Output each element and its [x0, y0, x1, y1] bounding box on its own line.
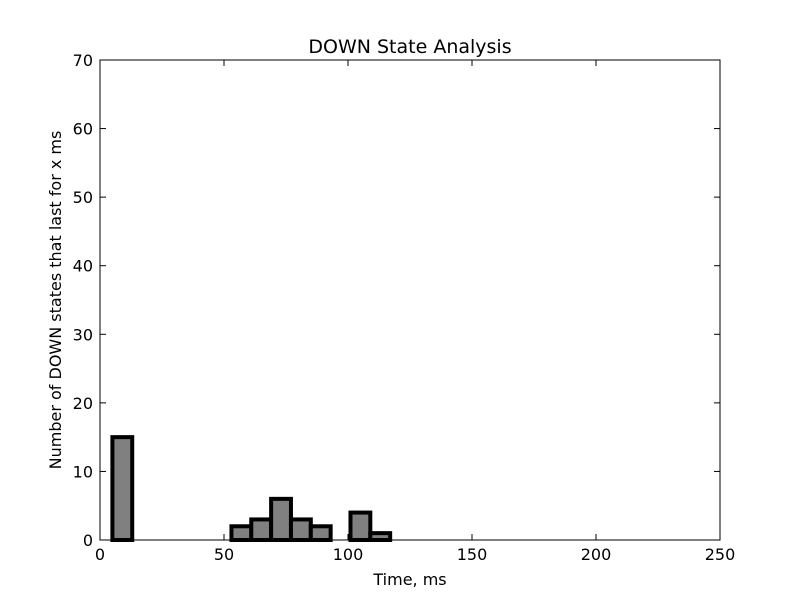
x-tick-label: 50 [214, 545, 234, 564]
y-tick-label: 0 [83, 531, 93, 550]
histogram-bar [249, 517, 274, 543]
x-tick-label: 250 [705, 545, 736, 564]
y-tick-label: 30 [73, 325, 93, 344]
x-tick-label: 100 [333, 545, 364, 564]
y-tick-label: 70 [73, 51, 93, 70]
y-tick-label: 50 [73, 188, 93, 207]
histogram-bar [308, 524, 333, 542]
histogram-bar [348, 510, 373, 542]
plot-frame [99, 59, 721, 541]
histogram-bar [368, 531, 393, 543]
x-tick-label: 150 [457, 545, 488, 564]
x-tick-label: 0 [95, 545, 105, 564]
y-tick-label: 20 [73, 394, 93, 413]
y-axis-label: Number of DOWN states that last for x ms [46, 131, 65, 470]
y-tick-label: 10 [73, 462, 93, 481]
histogram-bar [288, 517, 313, 543]
chart-title: DOWN State Analysis [308, 36, 511, 58]
x-axis-label: Time, ms [372, 570, 446, 589]
bars-group [110, 435, 393, 543]
histogram-bar [269, 496, 293, 543]
y-axis-ticks: 0 10 20 30 40 50 60 70 [73, 51, 720, 550]
x-axis-ticks: 0 50 100 150 200 250 [95, 60, 735, 564]
y-tick-label: 60 [73, 120, 93, 139]
histogram-bar [229, 524, 254, 542]
x-tick-label: 200 [581, 545, 612, 564]
y-tick-label: 40 [73, 257, 93, 276]
histogram-bar [110, 435, 135, 542]
